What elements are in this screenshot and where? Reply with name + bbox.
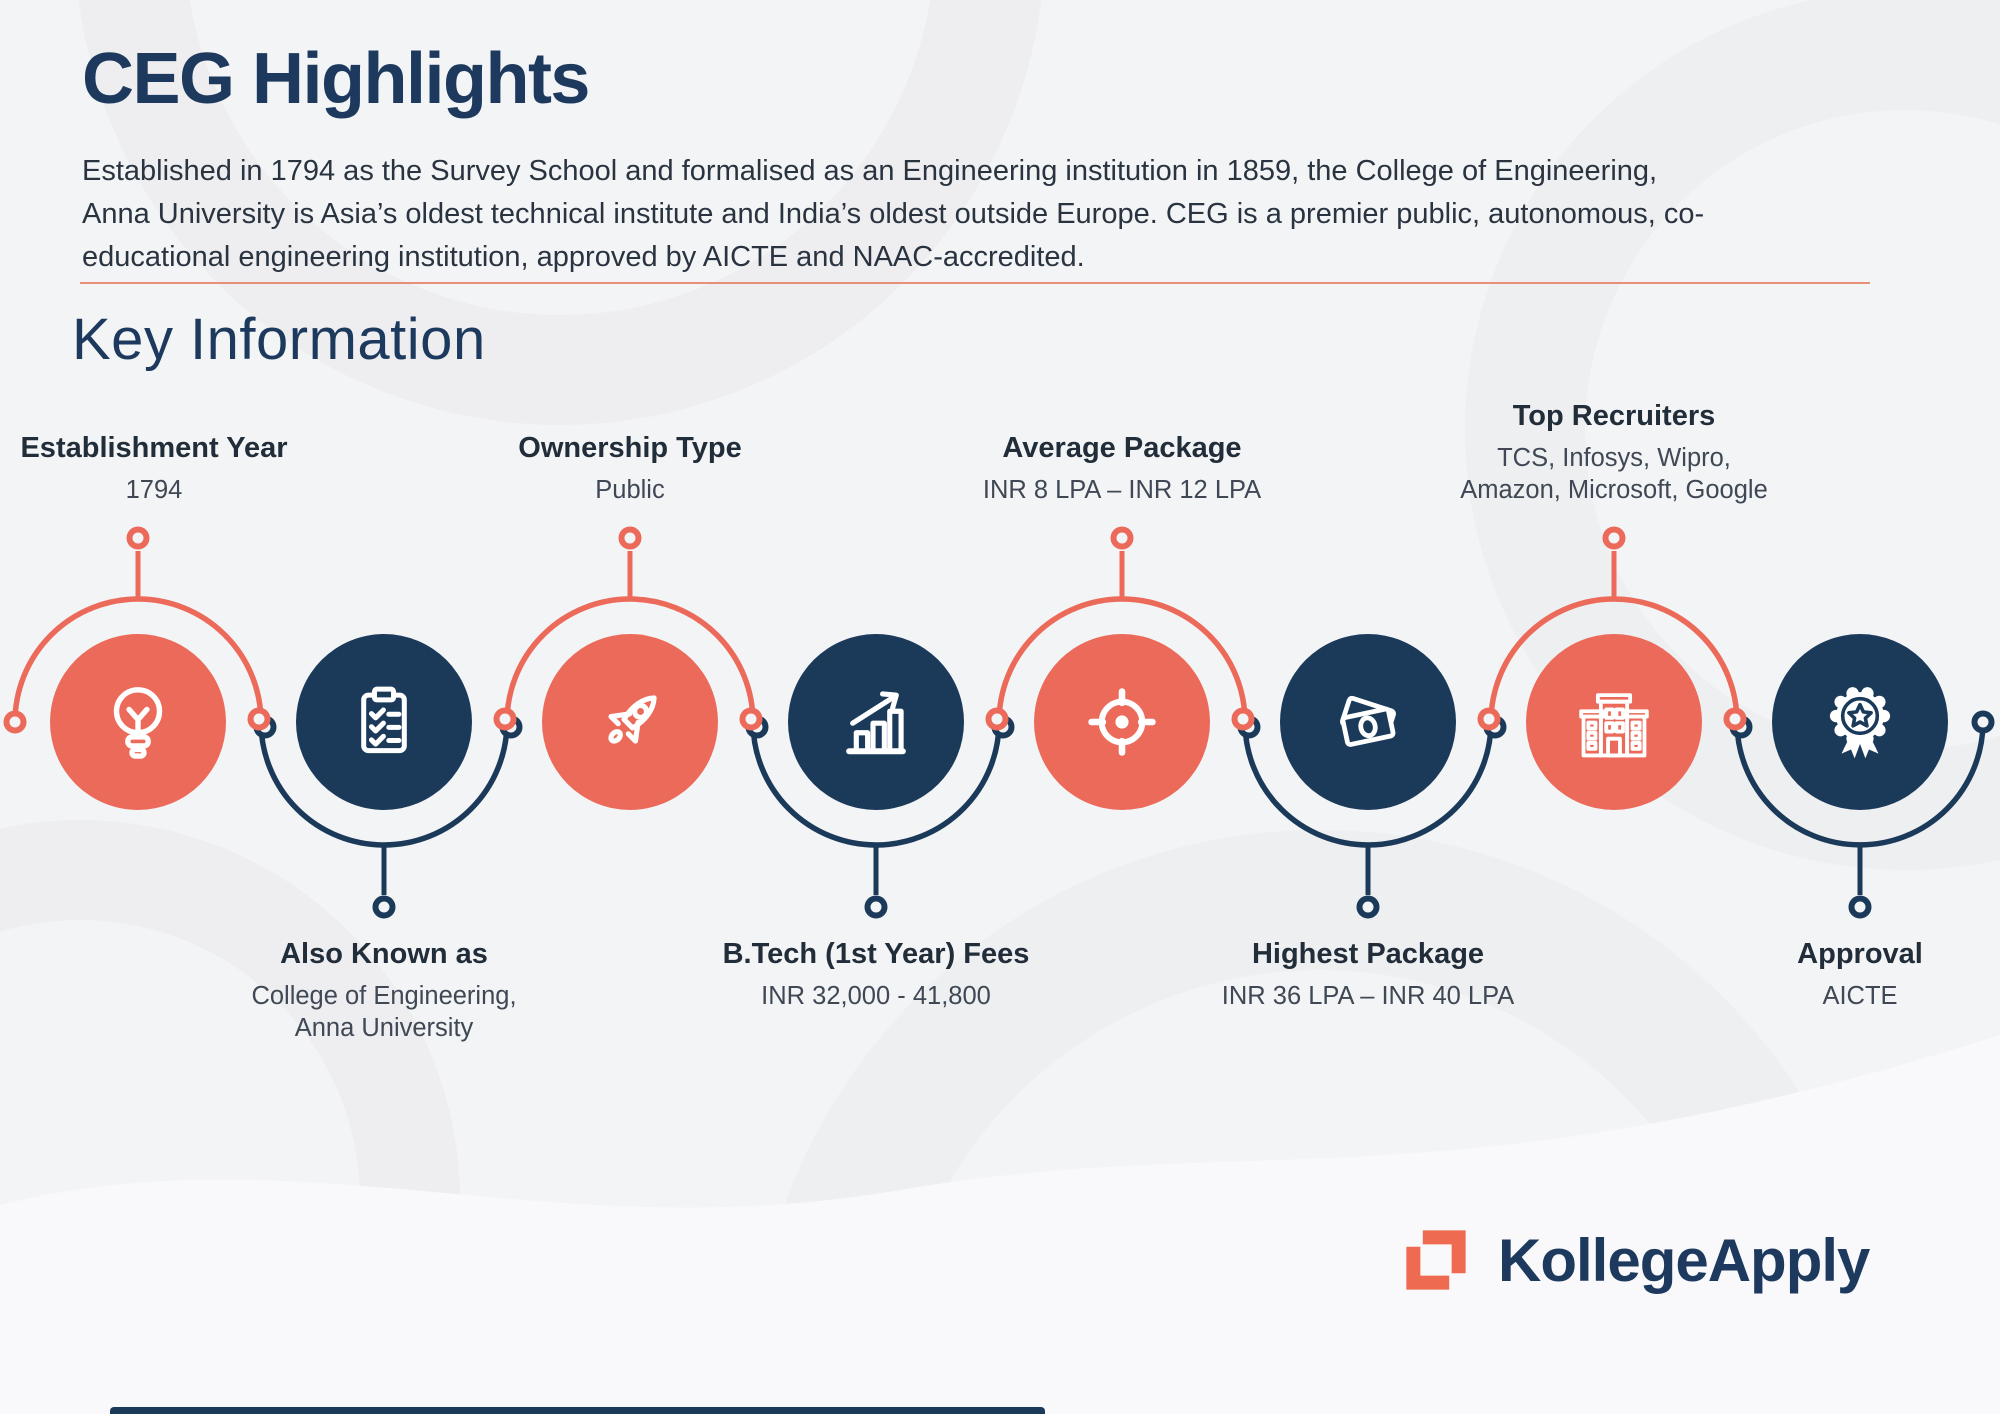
item-title: Average Package <box>1002 432 1242 464</box>
page-description: Established in 1794 as the Survey School… <box>82 155 1705 273</box>
timeline-item-approval: Approval AICTE <box>1737 0 1983 1414</box>
target-icon <box>1088 688 1156 756</box>
bottom-border-strip <box>110 1407 1045 1414</box>
section-heading: Key Information <box>72 307 486 372</box>
timeline-item-highest-package: Highest Package INR 36 LPA – INR 40 LPA <box>1222 0 1514 1414</box>
clipboard-checklist-icon <box>361 686 407 754</box>
item-label: B.Tech (1st Year) Fees INR 32,000 - 41,80… <box>708 938 1044 1012</box>
building-icon <box>1579 693 1649 758</box>
item-label: Ownership Type Public <box>462 432 798 506</box>
item-label: Average Package INR 8 LPA – INR 12 LPA <box>954 432 1290 506</box>
page-title: CEG Highlights <box>82 39 590 119</box>
item-circle <box>1034 634 1210 810</box>
lightbulb-icon <box>113 687 163 759</box>
item-circle <box>542 634 718 810</box>
brand-name: KollegeApply <box>1498 1226 1870 1294</box>
item-value: College of Engineering, Anna University <box>251 982 517 1042</box>
item-circle <box>50 634 226 810</box>
timeline-item-ownership-type: Ownership Type Public <box>507 0 753 1414</box>
item-value: INR 8 LPA – INR 12 LPA <box>982 476 1262 504</box>
timeline-item-establishment-year: Establishment Year 1794 <box>15 0 288 1414</box>
item-title: Also Known as <box>280 938 488 970</box>
item-value: INR 36 LPA – INR 40 LPA <box>1221 982 1515 1010</box>
item-circle <box>296 634 472 810</box>
item-circle <box>1526 634 1702 810</box>
item-value: 1794 <box>125 476 183 504</box>
timeline-item-top-recruiters: Top Recruiters TCS, Infosys, Wipro, Amazo… <box>1460 0 1768 1414</box>
kollegeapply-logo-icon <box>1406 1230 1466 1290</box>
item-value: INR 32,000 - 41,800 <box>761 982 991 1010</box>
timeline-item-average-package: Average Package INR 8 LPA – INR 12 LPA <box>983 0 1261 1414</box>
item-title: B.Tech (1st Year) Fees <box>722 938 1030 970</box>
item-value: AICTE <box>1822 982 1898 1010</box>
item-title: Approval <box>1797 938 1923 970</box>
brand-logo: KollegeApply <box>1388 1212 1870 1308</box>
item-label: Approval AICTE <box>1692 938 2000 1012</box>
item-label: Top Recruiters TCS, Infosys, Wipro, Amazo… <box>1446 400 1782 506</box>
timeline-item-b-tech-1st-year-fees: B.Tech (1st Year) Fees INR 32,000 - 41,80… <box>723 0 1029 1414</box>
item-label: Also Known as College of Engineering, Ann… <box>216 938 552 1044</box>
growth-chart-icon <box>846 691 906 755</box>
section-divider <box>80 282 1870 284</box>
item-title: Establishment Year <box>20 432 288 464</box>
item-title: Highest Package <box>1251 938 1485 970</box>
item-circle <box>1280 634 1456 810</box>
item-label: Highest Package INR 36 LPA – INR 40 LPA <box>1200 938 1536 1012</box>
award-ribbon-icon <box>1829 687 1891 759</box>
item-title: Ownership Type <box>518 432 742 464</box>
item-circle <box>788 634 964 810</box>
timeline-item-also-known-as: Also Known as College of Engineering, Ann… <box>251 0 517 1414</box>
item-value: TCS, Infosys, Wipro, Amazon, Microsoft, … <box>1460 444 1768 504</box>
item-title: Top Recruiters <box>1512 400 1716 432</box>
banknotes-icon <box>1339 695 1396 747</box>
rocket-icon <box>608 695 657 744</box>
item-circle <box>1772 634 1948 810</box>
item-value: Public <box>595 476 665 504</box>
item-label: Establishment Year 1794 <box>0 432 322 506</box>
